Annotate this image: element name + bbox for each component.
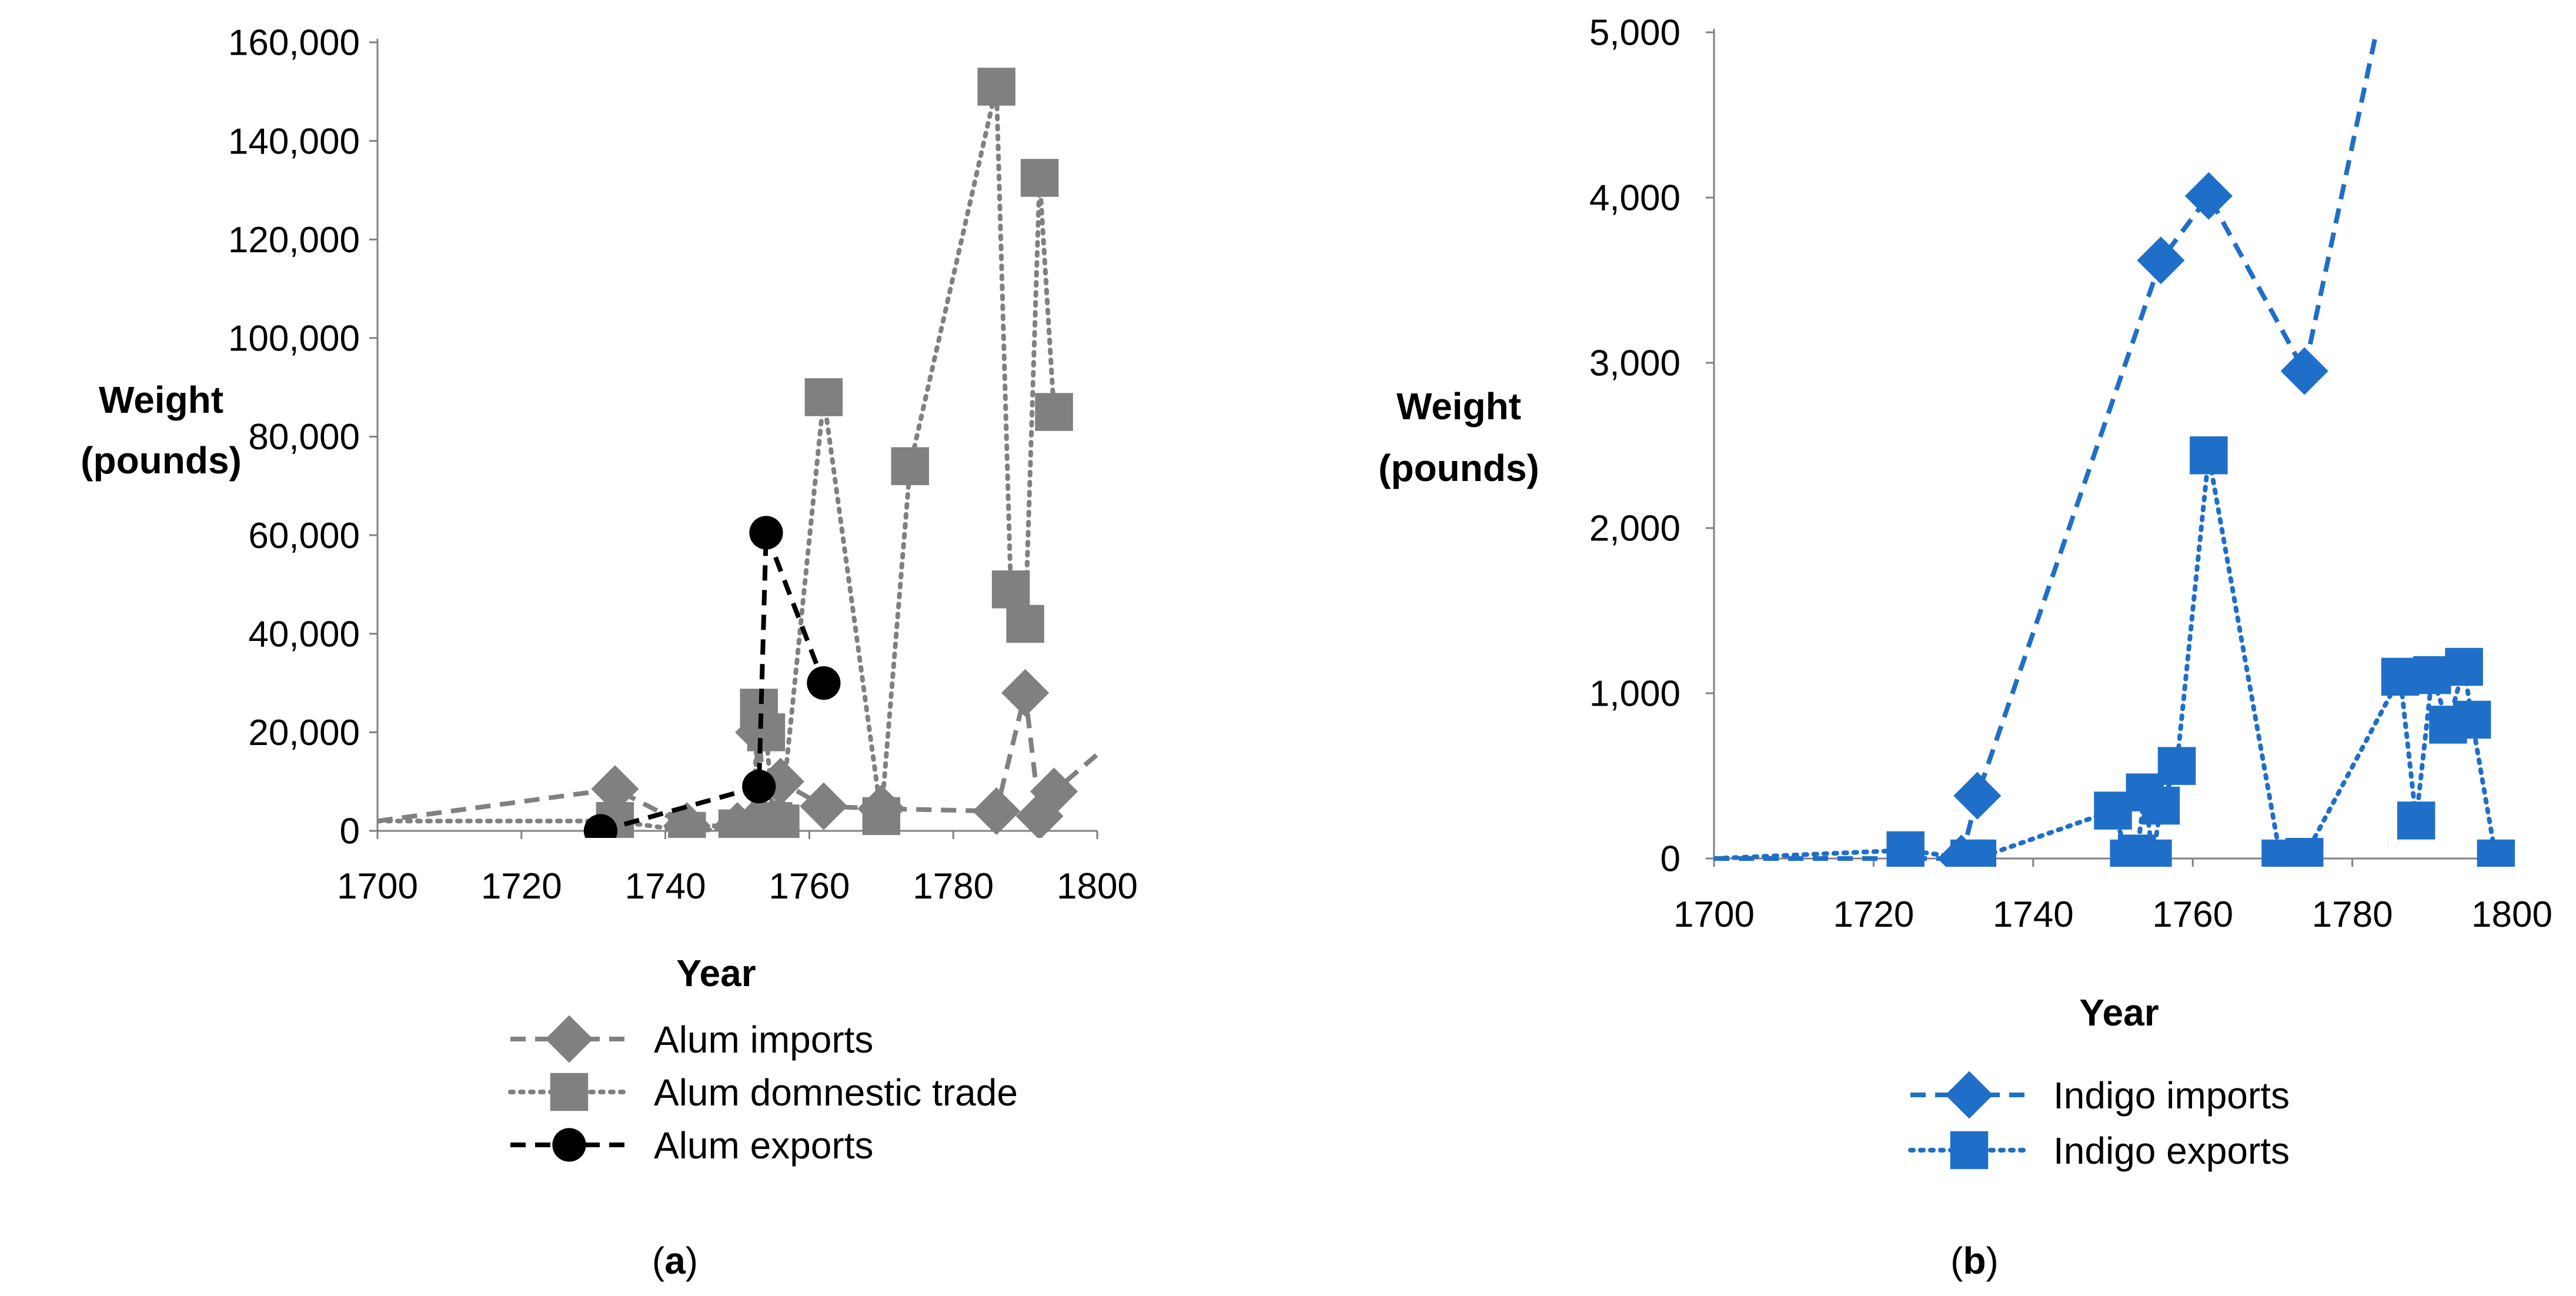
x-tick-label: 1760 — [769, 866, 850, 907]
legend-label: Alum imports — [654, 1018, 873, 1061]
data-point-indigo-exports — [2141, 786, 2180, 825]
data-point-alum-domnestic-trade — [804, 378, 843, 416]
legend-item-alum-domnestic-trade: Alum domnestic trade — [508, 1071, 1018, 1114]
x-tick-label: 1780 — [913, 866, 994, 907]
y-tick-label: 5,000 — [1589, 13, 1680, 54]
data-point-indigo-exports — [2397, 801, 2435, 840]
series-line-alum-exports — [600, 530, 826, 833]
data-point-alum-imports — [1015, 792, 1064, 838]
x-tick-label: 1740 — [1993, 894, 2074, 935]
y-tick-label: 100,000 — [228, 319, 360, 359]
y-tick-label: 2,000 — [1589, 509, 1680, 549]
y-axis-title: Weight — [1396, 385, 1521, 427]
plot-area — [1714, 32, 2515, 867]
x-tick-label: 1780 — [2312, 894, 2393, 935]
data-point-indigo-imports — [2280, 347, 2328, 395]
legend-item-alum-imports: Alum imports — [510, 1015, 873, 1063]
data-point-alum-exports — [742, 769, 776, 804]
legend-item-alum-exports: Alum exports — [510, 1124, 873, 1167]
data-point-indigo-exports — [2134, 839, 2172, 867]
y-tick-label: 120,000 — [228, 220, 360, 260]
data-point-alum-domnestic-trade — [747, 713, 786, 751]
y-axis-title: (pounds) — [1378, 447, 1539, 489]
legend-marker — [550, 1073, 589, 1111]
data-point-alum-domnestic-trade — [991, 570, 1030, 609]
plot-area — [377, 68, 1099, 838]
x-tick-label: 1720 — [1833, 894, 1914, 935]
series-line-indigo-exports — [1714, 453, 2514, 861]
legend-label: Indigo exports — [2053, 1130, 2290, 1172]
y-tick-label: 40,000 — [248, 614, 360, 654]
data-point-alum-exports — [749, 516, 783, 550]
y-tick-label: 0 — [1660, 839, 1680, 880]
data-point-alum-exports — [807, 666, 841, 700]
chart-b: 0 1,000 2,000 3,000 4,000 5,000 1700 1720 1740 17… — [1378, 13, 2552, 1282]
y-axis-title: Weight — [99, 379, 223, 421]
y-tick-label: 3,000 — [1589, 343, 1680, 384]
data-point-indigo-exports — [1958, 839, 1997, 867]
data-point-alum-imports — [1030, 767, 1078, 816]
legend-label: Alum domnestic trade — [654, 1071, 1018, 1114]
data-point-indigo-imports — [2184, 172, 2233, 220]
chart-a: 0 20,000 40,000 60,000 80,000 100,000 120,000 1… — [81, 23, 1138, 1282]
legend-label: Indigo imports — [2053, 1074, 2290, 1117]
x-tick-label: 1740 — [625, 866, 706, 907]
legend-label: Alum exports — [654, 1124, 873, 1167]
data-point-indigo-exports — [2477, 839, 2515, 867]
y-tick-label: 60,000 — [248, 516, 360, 556]
x-tick-label: 1800 — [2471, 894, 2552, 935]
data-point-indigo-exports — [2445, 647, 2483, 686]
data-point-alum-domnestic-trade — [977, 68, 1015, 106]
x-axis-title: Year — [2079, 991, 2159, 1034]
data-point-alum-domnestic-trade — [761, 804, 800, 838]
x-tick-label: 1760 — [2152, 894, 2233, 935]
data-point-alum-imports — [591, 765, 639, 813]
data-point-alum-domnestic-trade — [1035, 393, 1073, 431]
y-tick-label: 20,000 — [248, 713, 360, 753]
panel-label: (b) — [1950, 1240, 1999, 1282]
data-point-alum-domnestic-trade — [1006, 604, 1044, 643]
data-point-alum-imports — [1001, 669, 1050, 717]
data-point-indigo-exports — [1886, 831, 1925, 867]
data-point-indigo-exports — [2453, 700, 2491, 739]
data-point-alum-imports — [973, 787, 1021, 836]
y-tick-label: 0 — [340, 811, 360, 852]
x-tick-label: 1700 — [1673, 894, 1755, 935]
legend-marker — [1945, 1071, 1993, 1119]
data-point-indigo-exports — [2157, 747, 2196, 785]
y-tick-label: 160,000 — [228, 23, 360, 64]
data-point-indigo-imports — [1953, 771, 2002, 820]
y-tick-label: 1,000 — [1589, 674, 1680, 714]
y-tick-label: 140,000 — [228, 121, 360, 162]
data-point-alum-domnestic-trade — [1020, 159, 1059, 197]
data-point-indigo-exports — [2381, 657, 2420, 696]
legend-marker — [1950, 1131, 1989, 1170]
legend-marker — [545, 1015, 593, 1063]
data-point-alum-domnestic-trade — [862, 797, 901, 836]
x-tick-label: 1800 — [1057, 866, 1138, 907]
data-point-alum-domnestic-trade — [668, 811, 706, 838]
data-point-indigo-exports — [2285, 837, 2324, 867]
data-point-alum-domnestic-trade — [891, 447, 929, 486]
legend-marker — [552, 1128, 586, 1162]
y-tick-label: 4,000 — [1589, 178, 1680, 219]
data-point-indigo-exports — [2094, 791, 2132, 830]
y-tick-label: 80,000 — [248, 417, 360, 457]
data-point-indigo-exports — [2413, 656, 2451, 694]
x-axis-title: Year — [676, 952, 756, 994]
x-tick-label: 1700 — [337, 866, 418, 907]
panel-label: (a) — [652, 1240, 698, 1282]
series-line-indigo-imports — [1714, 32, 2379, 861]
data-point-indigo-exports — [2190, 436, 2228, 475]
y-axis-title: (pounds) — [81, 439, 242, 482]
data-point-indigo-imports — [2137, 236, 2185, 285]
data-point-alum-exports — [583, 814, 618, 838]
series-line-alum-domnestic-trade — [377, 84, 1057, 833]
legend-item-indigo-exports: Indigo exports — [1908, 1130, 2290, 1172]
legend-item-indigo-imports: Indigo imports — [1910, 1071, 2290, 1119]
data-point-alum-imports — [800, 782, 848, 830]
x-tick-label: 1720 — [481, 866, 562, 907]
